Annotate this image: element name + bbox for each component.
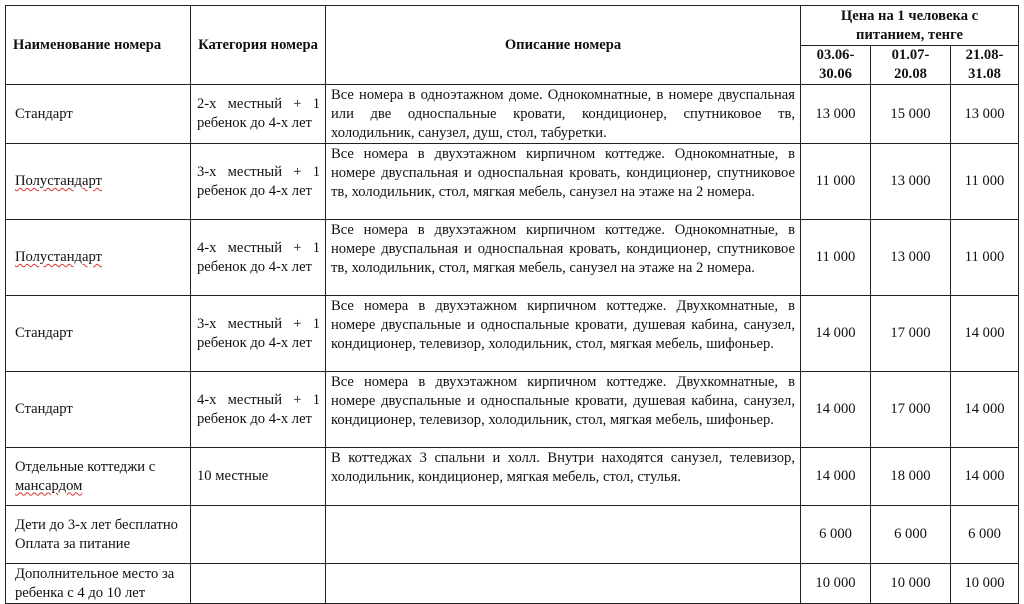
room-description: В коттеджах 3 спальни и холл. Внутри нах… bbox=[325, 447, 801, 506]
room-description: Все номера в двухэтажном кирпичном котте… bbox=[325, 143, 801, 220]
price-period-3: 14 000 bbox=[949, 371, 1020, 448]
room-description: Все номера в двухэтажном кирпичном котте… bbox=[325, 371, 801, 448]
table-row: Стандарт 4-х местный + 1 ребенок до 4-х л… bbox=[5, 371, 1020, 448]
table-row: Отдельные коттеджи с мансардом 10 местные… bbox=[5, 447, 1020, 506]
header-price-group: Цена на 1 человека с питанием, тенге bbox=[799, 5, 1020, 46]
room-name-text-2: мансардом bbox=[15, 477, 83, 494]
price-period-2: 6 000 bbox=[870, 505, 951, 564]
room-category bbox=[190, 563, 326, 604]
price-period-1: 13 000 bbox=[800, 84, 871, 144]
price-period-1: 11 000 bbox=[800, 143, 871, 220]
price-period-2: 10 000 bbox=[870, 563, 951, 604]
room-category: 3-х местный + 1 ребенок до 4-х лет bbox=[190, 295, 326, 372]
price-period-1: 11 000 bbox=[800, 219, 871, 296]
price-period-3: 11 000 bbox=[949, 143, 1020, 220]
table-row: Дополнительное место за ребенка с 4 до 1… bbox=[5, 563, 1020, 604]
price-period-3: 14 000 bbox=[949, 295, 1020, 372]
room-name-text: Полустандарт bbox=[15, 173, 102, 189]
price-period-2: 17 000 bbox=[870, 371, 951, 448]
price-period-3: 11 000 bbox=[949, 219, 1020, 296]
room-name: Полустандарт bbox=[5, 143, 191, 220]
room-name-text: Стандарт bbox=[15, 401, 73, 417]
room-name: Дополнительное место за ребенка с 4 до 1… bbox=[5, 563, 191, 604]
header-period-3: 21.08-31.08 bbox=[949, 45, 1020, 85]
room-name-text: Стандарт bbox=[15, 105, 73, 122]
header-period-2: 01.07-20.08 bbox=[870, 45, 951, 85]
room-name-text: Стандарт bbox=[15, 325, 73, 341]
table-row: Стандарт 2-х местный + 1 ребенок до 4-х л… bbox=[5, 84, 1020, 144]
room-category: 2-х местный + 1 ребенок до 4-х лет bbox=[190, 84, 326, 144]
room-name-text: Дети до 3-х лет бесплатно bbox=[15, 516, 178, 533]
room-name: Дети до 3-х лет бесплатно Оплата за питан… bbox=[5, 505, 191, 564]
price-period-2: 17 000 bbox=[870, 295, 951, 372]
price-period-3: 13 000 bbox=[949, 84, 1020, 144]
room-name: Стандарт bbox=[5, 371, 191, 448]
price-period-2: 18 000 bbox=[870, 447, 951, 506]
price-period-1: 14 000 bbox=[800, 447, 871, 506]
price-period-2: 15 000 bbox=[870, 84, 951, 144]
room-category: 4-х местный + 1 ребенок до 4-х лет bbox=[190, 371, 326, 448]
price-period-3: 14 000 bbox=[949, 447, 1020, 506]
room-name-text: Отдельные коттеджи с bbox=[15, 458, 156, 475]
header-category: Категория номера bbox=[190, 5, 326, 85]
price-period-1: 14 000 bbox=[800, 371, 871, 448]
header-period-1: 03.06-30.06 bbox=[800, 45, 871, 85]
price-table: Наименование номера Категория номера Опи… bbox=[5, 5, 1020, 604]
room-name: Стандарт bbox=[5, 295, 191, 372]
header-description: Описание номера bbox=[325, 5, 801, 85]
room-category: 3-х местный + 1 ребенок до 4-х лет bbox=[190, 143, 326, 220]
price-period-1: 10 000 bbox=[800, 563, 871, 604]
price-period-3: 6 000 bbox=[949, 505, 1020, 564]
room-category: 4-х местный + 1 ребенок до 4-х лет bbox=[190, 219, 326, 296]
table-row: Стандарт 3-х местный + 1 ребенок до 4-х л… bbox=[5, 295, 1020, 372]
room-description: Все номера в одноэтажном доме. Однокомна… bbox=[325, 84, 801, 144]
price-period-2: 13 000 bbox=[870, 219, 951, 296]
table-row: Полустандарт 4-х местный + 1 ребенок до 4… bbox=[5, 219, 1020, 296]
price-period-2: 13 000 bbox=[870, 143, 951, 220]
room-name: Отдельные коттеджи с мансардом bbox=[5, 447, 191, 506]
header-name: Наименование номера bbox=[5, 5, 191, 85]
room-category bbox=[190, 505, 326, 564]
room-description bbox=[325, 563, 801, 604]
room-name: Полустандарт bbox=[5, 219, 191, 296]
room-name: Стандарт bbox=[5, 84, 191, 144]
price-period-3: 10 000 bbox=[949, 563, 1020, 604]
table-row: Дети до 3-х лет бесплатно Оплата за питан… bbox=[5, 505, 1020, 564]
room-name-text: Дополнительное место за ребенка с 4 до 1… bbox=[15, 565, 175, 601]
room-category: 10 местные bbox=[190, 447, 326, 506]
room-name-text-2: Оплата за питание bbox=[15, 535, 131, 552]
table-row: Полустандарт 3-х местный + 1 ребенок до 4… bbox=[5, 143, 1020, 220]
room-description: Все номера в двухэтажном кирпичном котте… bbox=[325, 295, 801, 372]
room-name-text: Полустандарт bbox=[15, 249, 102, 265]
price-period-1: 6 000 bbox=[800, 505, 871, 564]
price-period-1: 14 000 bbox=[800, 295, 871, 372]
room-description: Все номера в двухэтажном кирпичном котте… bbox=[325, 219, 801, 296]
room-description bbox=[325, 505, 801, 564]
